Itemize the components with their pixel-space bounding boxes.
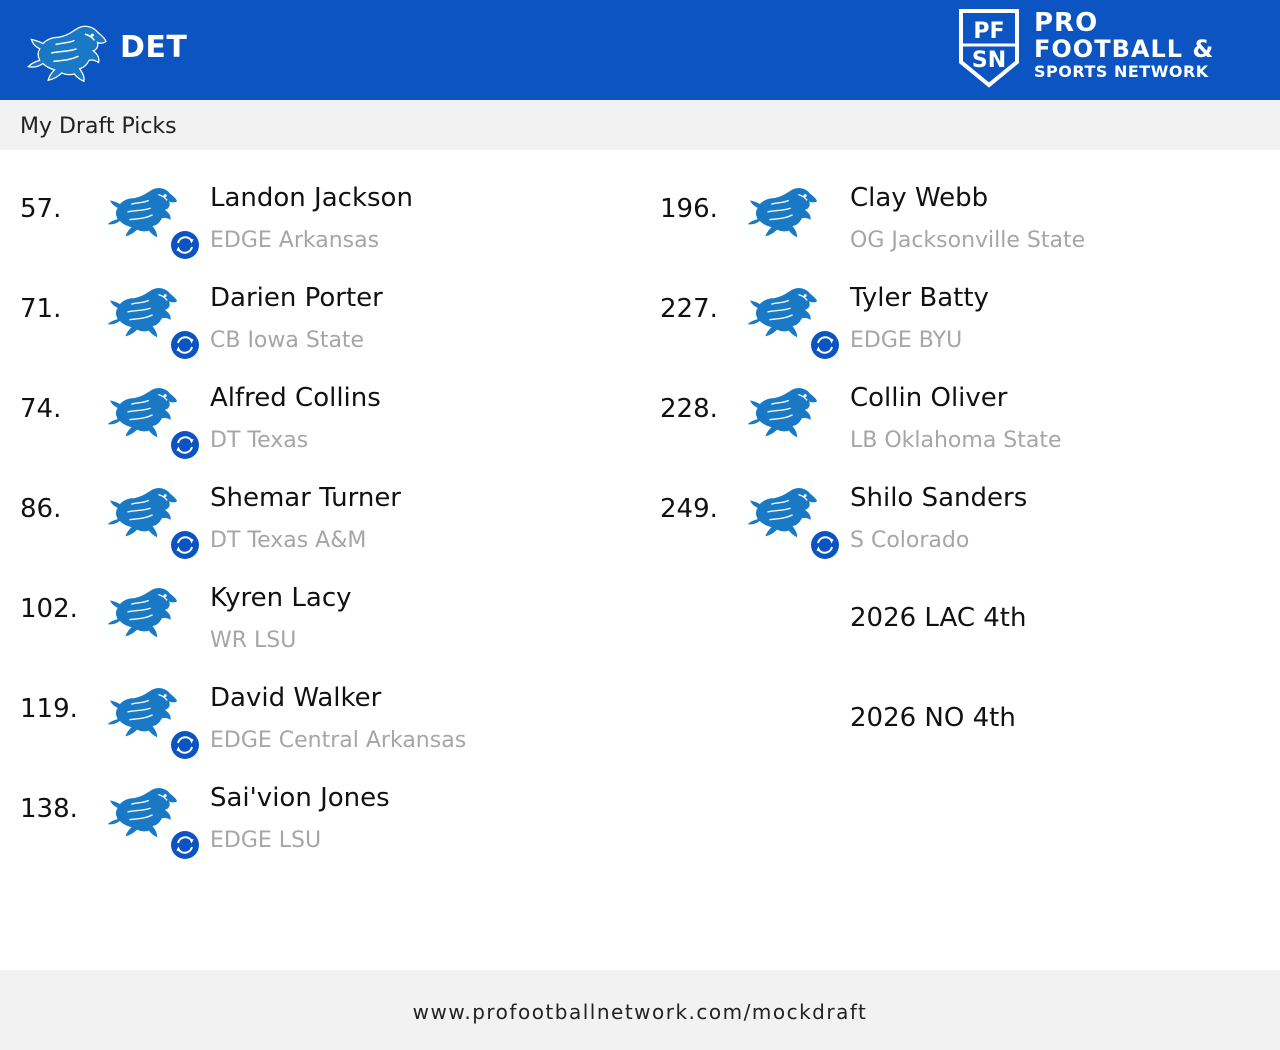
player-name: Alfred Collins [210, 383, 381, 413]
lions-logo-icon [102, 183, 180, 241]
player-position-school: OG Jacksonville State [850, 228, 1086, 253]
pick-number: 196. [660, 194, 718, 224]
lions-logo-icon [102, 583, 180, 641]
pick-row: 249. Shilo Sanders S Colorado [640, 450, 1280, 550]
lions-logo-icon [102, 483, 180, 541]
player-position-school: CB Iowa State [210, 328, 365, 353]
app-header: DET PF SN PRO FOOTBALL & SPORTS NETWORK [0, 0, 1280, 100]
player-position-school: EDGE Central Arkansas [210, 728, 467, 753]
player-name: Tyler Batty [850, 283, 989, 313]
subheader-bar: My Draft Picks [0, 100, 1280, 150]
player-name: Collin Oliver [850, 383, 1008, 413]
pick-number: 119. [20, 694, 78, 724]
pick-number: 138. [20, 794, 78, 824]
pick-row: 74. Alfred Collins DT Texas [0, 350, 640, 450]
player-name: Landon Jackson [210, 183, 413, 213]
player-name: Darien Porter [210, 283, 383, 313]
pick-number: 86. [20, 494, 62, 524]
pick-number: 57. [20, 194, 62, 224]
future-pick-label: 2026 LAC 4th [850, 603, 1027, 633]
team-code: DET [120, 30, 188, 65]
picks-column-right: 196. Clay Webb OG Jacksonville State 227. Ty… [640, 150, 1280, 750]
pick-row: 138. Sai'vion Jones EDGE LSU [0, 750, 640, 850]
player-name: Clay Webb [850, 183, 989, 213]
svg-text:PF: PF [973, 19, 1004, 44]
pick-number: 102. [20, 594, 78, 624]
pick-row: 102. Kyren Lacy WR LSU [0, 550, 640, 653]
pick-number: 74. [20, 394, 62, 424]
brand-line-1: PRO [1034, 8, 1099, 38]
future-pick-row: 2026 NO 4th [640, 650, 1280, 750]
pick-number: 71. [20, 294, 62, 324]
lions-logo-icon [24, 18, 108, 88]
player-name: Shilo Sanders [850, 483, 1028, 513]
brand-line-3: SPORTS NETWORK [1034, 62, 1209, 81]
player-position-school: EDGE LSU [210, 828, 322, 853]
pick-number: 228. [660, 394, 718, 424]
svg-text:SN: SN [972, 48, 1006, 73]
pick-row: 86. Shemar Turner DT Texas A&M [0, 450, 640, 550]
lions-logo-icon [102, 783, 180, 841]
pick-number: 249. [660, 494, 718, 524]
player-position-school: DT Texas A&M [210, 528, 367, 553]
footer-bar: www.profootballnetwork.com/mockdraft [0, 970, 1280, 1050]
lions-logo-icon [742, 283, 820, 341]
page-title: My Draft Picks [20, 114, 177, 139]
lions-logo-icon [742, 183, 820, 241]
trade-swap-icon[interactable] [170, 830, 200, 860]
lions-logo-icon [742, 383, 820, 441]
brand-wordmark: PRO FOOTBALL & SPORTS NETWORK [1034, 10, 1214, 80]
player-position-school: LB Oklahoma State [850, 428, 1062, 453]
player-name: Kyren Lacy [210, 583, 352, 613]
pick-row: 227. Tyler Batty EDGE BYU [640, 250, 1280, 350]
pick-row: 228. Collin Oliver LB Oklahoma State [640, 350, 1280, 453]
pick-row: 196. Clay Webb OG Jacksonville State [640, 150, 1280, 253]
pick-row: 119. David Walker EDGE Central Arkansas [0, 650, 640, 750]
player-name: Sai'vion Jones [210, 783, 390, 813]
pfsn-shield-icon: PF SN [959, 9, 1019, 88]
lions-logo-icon [102, 383, 180, 441]
lions-logo-icon [102, 283, 180, 341]
pick-row: 71. Darien Porter CB Iowa State [0, 250, 640, 350]
brand-line-2: FOOTBALL & [1034, 35, 1215, 63]
lions-logo-icon [102, 683, 180, 741]
future-pick-label: 2026 NO 4th [850, 703, 1016, 733]
pick-row: 57. Landon Jackson EDGE Arkansas [0, 150, 640, 250]
player-position-school: S Colorado [850, 528, 970, 553]
player-name: David Walker [210, 683, 382, 713]
picks-column-left: 57. Landon Jackson EDGE Arkansas 71. Darien … [0, 150, 640, 850]
player-position-school: EDGE BYU [850, 328, 963, 353]
pick-number: 227. [660, 294, 718, 324]
future-pick-row: 2026 LAC 4th [640, 550, 1280, 650]
player-position-school: EDGE Arkansas [210, 228, 380, 253]
player-position-school: WR LSU [210, 628, 297, 653]
player-name: Shemar Turner [210, 483, 402, 513]
player-position-school: DT Texas [210, 428, 309, 453]
footer-url: www.profootballnetwork.com/mockdraft [412, 1000, 868, 1024]
lions-logo-icon [742, 483, 820, 541]
